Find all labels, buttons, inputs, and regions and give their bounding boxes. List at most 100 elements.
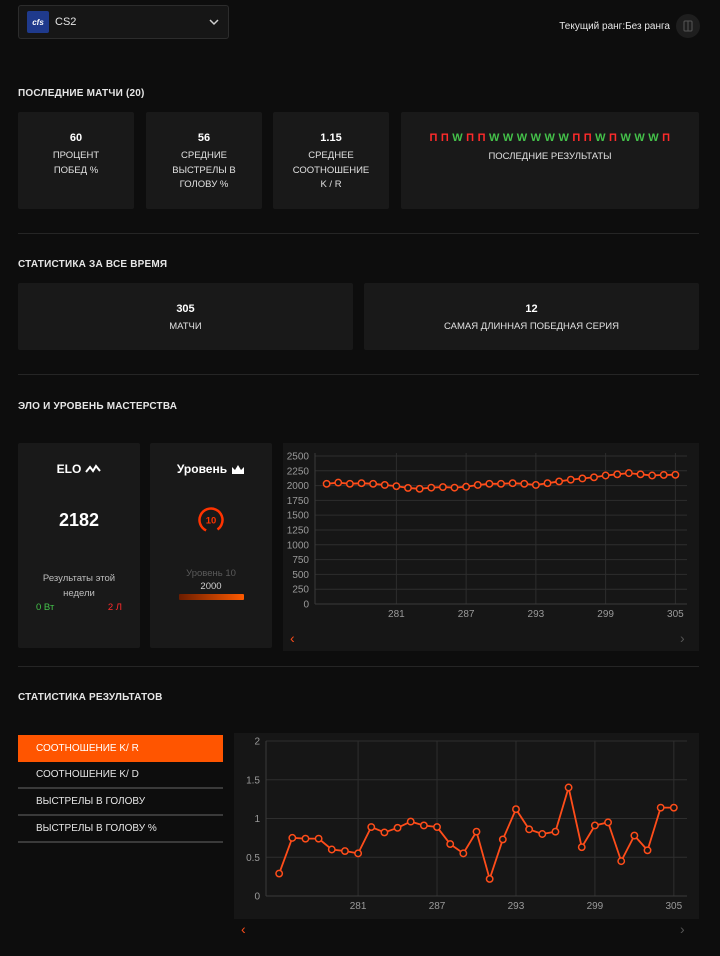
y-tick-label: 750 [292,555,309,566]
data-point [367,823,376,831]
x-tick-label: 293 [508,901,525,912]
chart-background [234,733,699,919]
kr-ratio-chart: 0 0.5 1 1.5 2 281 287 293 299 305 [234,733,699,919]
data-point [551,827,560,836]
result-loss: П [662,132,671,144]
game-selector[interactable]: cfs CS2 [18,5,229,39]
kr-ratio-card: 1.15 СРЕДНЕЕ СООТНОШЕНИЕ K / R [273,112,389,209]
data-point [301,834,310,843]
tab-kd-ratio[interactable]: СООТНОШЕНИЕ K/ D [18,762,223,789]
stat-value: 60 [69,132,83,144]
stat-label: САМАЯ ДЛИННАЯ ПОБЕДНАЯ СЕРИЯ [444,321,619,332]
y-tick-label: 2250 [287,466,310,477]
data-point [525,825,534,834]
crown-icon [232,464,245,474]
win-rate-card: 60 ПРОЦЕНТ ПОБЕД % [18,112,134,209]
section-title-recent: ПОСЛЕДНИЕ МАТЧИ (20) [18,88,145,99]
y-tick-label: 1500 [287,511,310,522]
tab-headshots[interactable]: ВЫСТРЕЛЫ В ГОЛОВУ [18,789,223,816]
data-point [275,869,284,878]
rank-label: Текущий ранг:Без ранга [559,20,670,32]
data-point [472,827,481,836]
data-point [624,469,633,478]
data-point [473,481,482,489]
elo-chart-prev-button[interactable]: ‹ [290,630,295,646]
level-points: 2000 [200,581,222,592]
week-label: недели [63,588,95,599]
y-tick-label: 1 [254,814,260,825]
data-point [404,483,412,492]
result-win: W [648,132,660,144]
divider [18,666,699,667]
data-point [406,817,415,826]
data-point [438,483,447,491]
result-loss: П [440,132,450,144]
result-win: W [634,132,646,144]
data-point [433,823,441,831]
data-point [446,840,455,849]
elo-chart-next-button[interactable]: › [680,630,685,646]
data-point [590,473,598,482]
win-streak-card: 12 САМАЯ ДЛИННАЯ ПОБЕДНАЯ СЕРИЯ [364,283,699,350]
data-point [577,843,586,852]
result-loss: П [572,132,581,144]
y-tick-label: 1250 [287,525,310,536]
stat-label: ГОЛОВУ % [179,179,229,190]
y-tick-label: 0 [254,892,260,903]
headshots-card: 56 СРЕДНИЕ ВЫСТРЕЛЫ В ГОЛОВУ % [146,112,262,209]
result-win: W [558,132,570,144]
result-loss: П [429,132,438,144]
data-point [564,783,573,792]
data-point [630,831,639,840]
elo-trend-icon [85,464,102,473]
week-losses: 2 Л [107,602,122,613]
tab-headshots-percent[interactable]: ВЫСТРЕЛЫ В ГОЛОВУ % [18,816,223,843]
x-tick-label: 305 [666,901,683,912]
result-win: W [488,132,500,144]
result-win: W [595,132,607,144]
data-point [601,471,610,480]
tab-kr-ratio[interactable]: СООТНОШЕНИЕ K/ R [18,735,223,762]
level-card-title: Уровень [150,462,272,476]
data-point [613,470,622,479]
result-win: W [530,132,542,144]
kr-chart-next-button[interactable]: › [680,921,685,937]
data-point [327,845,336,854]
y-tick-label: 2 [254,737,260,748]
x-tick-label: 299 [597,609,614,620]
data-point [288,833,297,842]
level-text: Уровень 10 [186,568,236,579]
level-label: Уровень [176,462,228,476]
divider [18,233,699,234]
game-logo: cfs [27,11,49,33]
data-point [604,818,613,827]
data-point [512,805,520,814]
result-win: W [516,132,528,144]
data-point [636,470,645,479]
data-point [566,475,575,484]
data-point [369,479,378,488]
data-point [357,479,366,488]
data-point [497,479,505,488]
stat-label: МАТЧИ [169,321,202,332]
result-loss: П [583,132,593,144]
week-label: Результаты этой [42,573,116,584]
total-matches-card: 305 МАТЧИ [18,283,353,350]
stat-label: СРЕДНИЕ [181,150,227,161]
y-tick-label: 250 [292,585,309,596]
result-loss: П [609,132,618,144]
stat-label: ВЫСТРЕЛЫ В [172,164,236,176]
y-tick-label: 0.5 [246,853,260,864]
level-gauge-icon: 10 [198,507,224,533]
elo-card-title: ELO [18,462,140,476]
kr-chart-prev-button[interactable]: ‹ [241,921,246,937]
data-point [485,479,494,488]
divider [18,374,699,375]
chevron-down-icon [209,19,219,26]
result-win: W [502,132,514,144]
level-card: Уровень 10 Уровень 10 2000 [150,443,272,648]
current-rank: Текущий ранг:Без ранга [559,14,700,38]
data-point [656,803,665,812]
elo-value: 2182 [58,510,100,530]
